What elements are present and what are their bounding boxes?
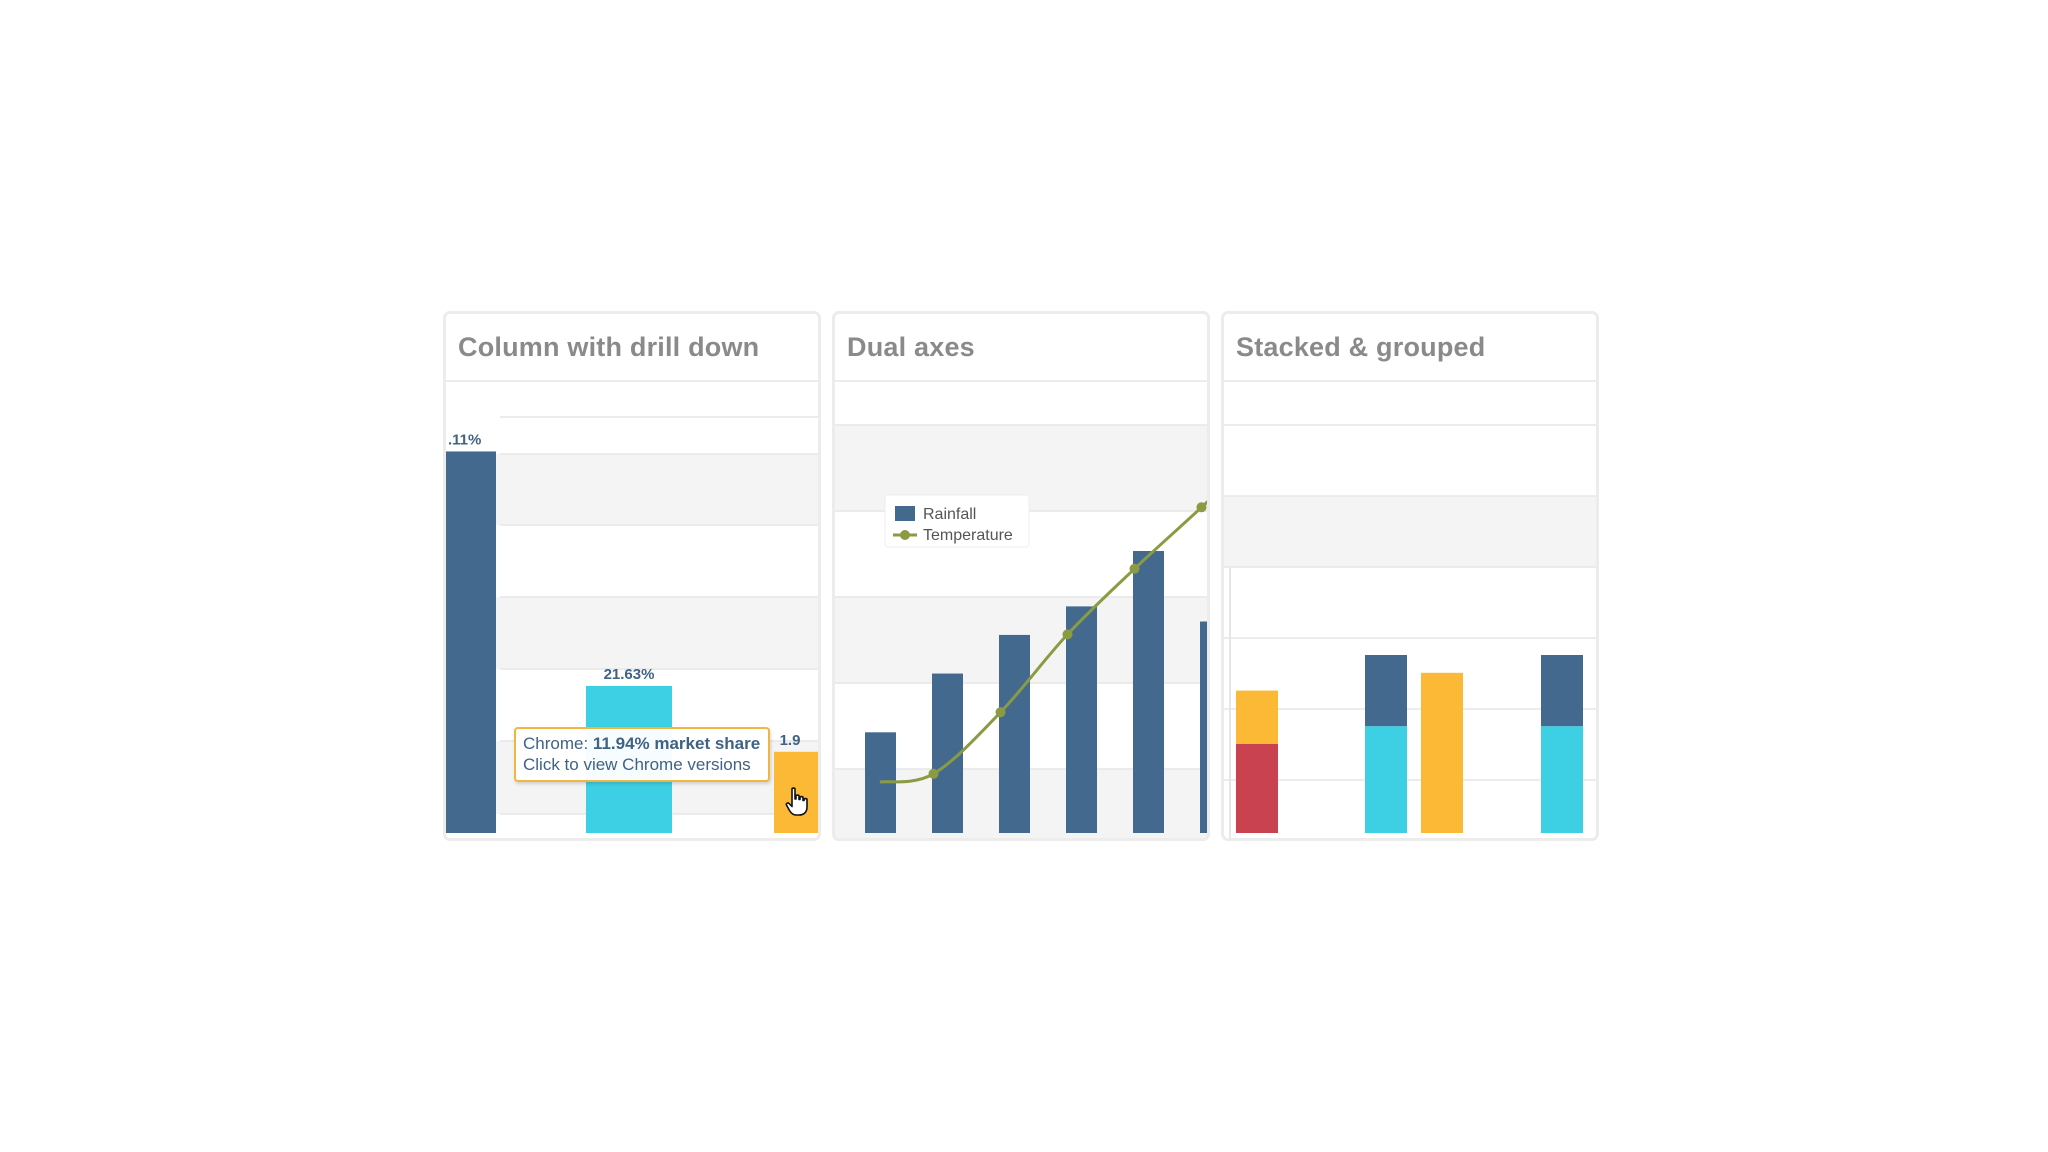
legend-rainfall-swatch <box>895 506 915 521</box>
tooltip-line-1: Chrome: 11.94% market share <box>523 733 760 754</box>
temperature-point <box>1196 502 1207 513</box>
plot-area: Rainfall Temperature <box>835 382 1207 838</box>
card-title: Dual axes <box>847 332 975 362</box>
bar <box>446 451 496 833</box>
temperature-point <box>995 707 1006 718</box>
temperature-point <box>1062 629 1073 640</box>
card-title: Column with drill down <box>458 332 760 362</box>
legend-temperature-marker <box>900 530 910 540</box>
plot-band <box>446 454 818 525</box>
stacked-grouped-chart <box>1224 424 1596 838</box>
card-title: Stacked & grouped <box>1236 332 1486 362</box>
temperature-point <box>1129 563 1140 574</box>
rainfall-bar <box>1133 551 1164 833</box>
hand-pointer-icon <box>785 787 808 816</box>
stacked-bar-segment <box>1236 744 1278 833</box>
legend-rainfall-label: Rainfall <box>923 506 976 523</box>
stacked-bar-segment <box>1541 726 1583 833</box>
bar <box>774 751 818 833</box>
card-header: Dual axes <box>835 314 1207 382</box>
stacked-bar-segment <box>1541 655 1583 727</box>
plot-band <box>1224 496 1596 567</box>
card-header: Stacked & grouped <box>1224 314 1596 382</box>
rainfall-bar <box>1066 606 1097 833</box>
data-label: 1.9 <box>780 732 801 749</box>
stacked-bar-segment <box>1421 672 1463 833</box>
card-dual-axes[interactable]: Dual axes Rainfall Temperature <box>832 311 1210 841</box>
plot-area <box>1224 382 1596 838</box>
stacked-bar-segment <box>1236 690 1278 744</box>
rainfall-bar <box>999 634 1030 833</box>
stacked-bar-segment <box>1365 726 1407 833</box>
plot-band <box>446 597 818 669</box>
card-column-drilldown[interactable]: Column with drill down .11% 21.63% 1.9 <box>443 311 821 841</box>
card-stacked-grouped[interactable]: Stacked & grouped <box>1221 311 1599 841</box>
data-label: .11% <box>448 431 481 448</box>
chart-tooltip: Chrome: 11.94% market share Click to vie… <box>514 727 771 782</box>
tooltip-line-2: Click to view Chrome versions <box>523 755 751 774</box>
rainfall-bar <box>1200 621 1207 833</box>
tooltip-value: 11.94% market share <box>592 734 761 753</box>
legend-box <box>884 494 1030 548</box>
card-header: Column with drill down <box>446 314 818 382</box>
data-label: 21.63% <box>604 666 655 683</box>
temperature-point <box>928 768 939 779</box>
dual-axes-chart: Rainfall Temperature <box>835 424 1207 838</box>
stacked-bar-segment <box>1365 655 1407 727</box>
legend-temperature-label: Temperature <box>923 527 1013 544</box>
tooltip-label: Chrome: <box>523 734 593 753</box>
